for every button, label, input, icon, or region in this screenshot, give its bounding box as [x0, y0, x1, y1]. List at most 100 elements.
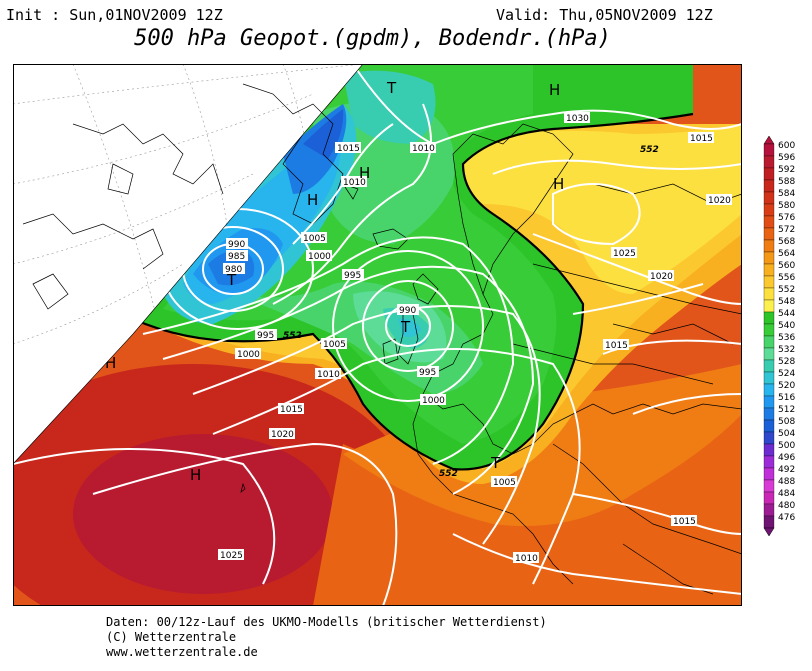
- low-pressure-symbol: T: [386, 79, 397, 97]
- legend-level-label: 552: [778, 285, 795, 295]
- legend-level-label: 536: [778, 333, 795, 343]
- legend-level-label: 572: [778, 225, 795, 235]
- legend-swatch: [763, 455, 775, 469]
- domain-edge: [13, 64, 364, 465]
- legend-swatch: [763, 251, 775, 265]
- isobar-label: 995: [257, 331, 274, 341]
- isobar-labels: 1030 1015 1020 1025 1020 1015 1015 1010 …: [218, 112, 732, 564]
- legend-swatch: [763, 359, 775, 373]
- legend-level-label: 568: [778, 237, 795, 247]
- isobar-label: 1020: [650, 272, 673, 282]
- legend-level-label: 556: [778, 273, 795, 283]
- isobar-label: 1010: [343, 178, 366, 188]
- legend-level-label: 496: [778, 453, 795, 463]
- high-pressure-symbol: H: [190, 466, 201, 484]
- legend-swatch: [763, 467, 775, 481]
- isobar-label: 1015: [337, 144, 360, 154]
- geopotential-label: 552: [439, 469, 458, 479]
- legend-level-label: 540: [778, 321, 795, 331]
- legend-swatch: [763, 431, 775, 445]
- high-pressure-symbol: H: [549, 81, 560, 99]
- isobar-label: 1015: [673, 517, 696, 527]
- legend-swatch: [763, 227, 775, 241]
- legend-swatch: [763, 491, 775, 505]
- legend-level-label: 512: [778, 405, 795, 415]
- legend-level-label: 524: [778, 369, 795, 379]
- high-pressure-symbol: H: [105, 354, 116, 372]
- isobar-label: 1030: [566, 114, 589, 124]
- valid-time-label: Valid: Thu,05NOV2009 12Z: [496, 6, 713, 24]
- isobar-label: 990: [228, 240, 245, 250]
- isobar-label: 1015: [690, 134, 713, 144]
- low-pressure-symbol: T: [400, 318, 411, 336]
- legend-swatch: [763, 383, 775, 397]
- legend-level-label: 484: [778, 489, 795, 499]
- isobar-label: 1025: [613, 249, 636, 259]
- map-frame: [13, 64, 742, 606]
- isobar-label: 1005: [493, 478, 516, 488]
- legend-level-label: 564: [778, 249, 795, 259]
- geopotential-labels: 552 552 552 552: [283, 145, 659, 479]
- legend-swatch: [763, 347, 775, 361]
- map-title: 500 hPa Geopot.(gpdm), Bodendr.(hPa): [134, 26, 611, 51]
- isobar-label: 990: [399, 306, 416, 316]
- legend-level-label: 500: [778, 441, 795, 451]
- high-pressure-symbol: H: [307, 191, 318, 209]
- legend-level-label: 504: [778, 429, 795, 439]
- legend-swatch: [763, 443, 775, 457]
- legend-level-label: 532: [778, 345, 795, 355]
- legend-level-label: 588: [778, 177, 795, 187]
- legend-level-label: 592: [778, 165, 795, 175]
- legend-level-label: 488: [778, 477, 795, 487]
- geopotential-label: 552: [640, 145, 659, 155]
- isobar-label: 985: [228, 252, 245, 262]
- isobar-label: 995: [344, 271, 361, 281]
- legend-swatch: [763, 419, 775, 433]
- grid-lines: [13, 64, 364, 345]
- legend-swatch: [763, 215, 775, 229]
- footer-data-source: Daten: 00/12z-Lauf des UKMO-Modells (bri…: [106, 615, 547, 629]
- legend-level-label: 516: [778, 393, 795, 403]
- contour-552: [132, 112, 694, 471]
- isobar-label: 1000: [308, 252, 331, 262]
- legend-level-label: 492: [778, 465, 795, 475]
- legend-swatch: [763, 299, 775, 313]
- legend-swatch: [763, 335, 775, 349]
- isobar-label: 1010: [317, 370, 340, 380]
- legend-swatch: [763, 275, 775, 289]
- legend-swatch: [763, 287, 775, 301]
- legend-swatch: [763, 371, 775, 385]
- legend-swatch: [763, 143, 775, 157]
- legend-swatch: [763, 515, 775, 529]
- legend-level-label: 584: [778, 189, 795, 199]
- legend-swatch: [763, 503, 775, 517]
- legend-swatch: [763, 179, 775, 193]
- legend-level-label: 528: [778, 357, 795, 367]
- legend-level-label: 580: [778, 201, 795, 211]
- isobar-label: 1005: [303, 234, 326, 244]
- isobar-label: 1000: [237, 350, 260, 360]
- legend-swatch: [763, 167, 775, 181]
- legend-swatch: [763, 407, 775, 421]
- isobar-label: 1020: [271, 430, 294, 440]
- isobar-label: 1010: [515, 554, 538, 564]
- legend-swatch: [763, 311, 775, 325]
- init-time-label: Init : Sun,01NOV2009 12Z: [6, 6, 223, 24]
- legend-level-label: 544: [778, 309, 795, 319]
- legend-level-label: 600: [778, 141, 795, 151]
- isobar-label: 1025: [220, 551, 243, 561]
- geopotential-label: 552: [283, 331, 302, 341]
- legend-swatch: [763, 191, 775, 205]
- color-legend: 600 596 592 588 584 580 576 572 568 564 560 556 552 5…: [763, 136, 795, 537]
- footer-website: www.wetterzentrale.de: [106, 645, 258, 659]
- legend-level-label: 480: [778, 501, 795, 511]
- legend-level-label: 596: [778, 153, 795, 163]
- legend-level-label: 508: [778, 417, 795, 427]
- high-pressure-symbol: H: [359, 164, 370, 182]
- legend-level-label: 576: [778, 213, 795, 223]
- isobar-label: 1020: [708, 196, 731, 206]
- isobar-label: 1005: [323, 340, 346, 350]
- isobar-label: 1010: [412, 144, 435, 154]
- legend-swatch: [763, 203, 775, 217]
- legend-swatch: [763, 323, 775, 337]
